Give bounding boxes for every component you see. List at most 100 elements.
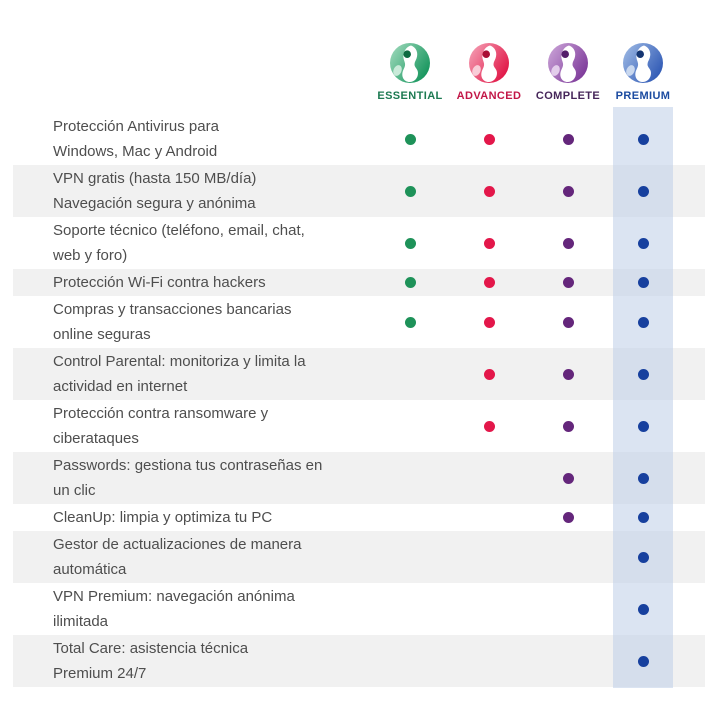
tier-name-essential: ESSENTIAL	[377, 90, 443, 102]
included-dot-complete	[562, 185, 574, 197]
table-row: Protección Antivirus para Windows, Mac y…	[13, 113, 705, 165]
feature-cell-premium	[603, 114, 683, 164]
feature-label: VPN gratis (hasta 150 MB/día) Navegación…	[53, 170, 257, 212]
included-dot-advanced	[483, 277, 495, 288]
feature-label: Compras y transacciones bancarias online…	[53, 301, 292, 343]
feature-cell-complete	[533, 453, 603, 503]
feature-cell-complete	[533, 636, 603, 686]
included-dot-advanced	[483, 420, 495, 432]
feature-label: Soporte técnico (teléfono, email, chat, …	[53, 222, 305, 264]
feature-cell-advanced	[445, 349, 533, 399]
table-row: VPN Premium: navegación anónima ilimitad…	[13, 583, 705, 635]
included-dot-essential	[404, 277, 416, 288]
feature-label: Protección Antivirus para Windows, Mac y…	[53, 118, 219, 160]
tier-header-essential: ESSENTIAL	[375, 42, 445, 102]
feature-rows: Protección Antivirus para Windows, Mac y…	[13, 113, 705, 687]
feature-cell-premium	[603, 453, 683, 503]
table-row: Total Care: asistencia técnica Premium 2…	[13, 635, 705, 687]
feature-cell-premium	[603, 532, 683, 582]
feature-label: Protección contra ransomware y ciberataq…	[53, 405, 269, 447]
feature-label: Protección Wi-Fi contra hackers	[53, 274, 266, 291]
feature-label: Control Parental: monitoriza y limita la…	[53, 353, 306, 395]
feature-cell-complete	[533, 505, 603, 530]
feature-cell-premium	[603, 636, 683, 686]
feature-cell-advanced	[445, 270, 533, 295]
included-dot-complete	[562, 237, 574, 249]
feature-label: Total Care: asistencia técnica Premium 2…	[53, 640, 249, 682]
tier-header-complete: COMPLETE	[533, 42, 603, 102]
included-dot-complete	[562, 277, 574, 288]
feature-cell-premium	[603, 505, 683, 530]
included-dot-advanced	[483, 368, 495, 380]
panda-logo-complete-icon	[546, 42, 590, 86]
included-dot-complete	[562, 420, 574, 432]
included-dot-premium	[637, 316, 649, 328]
included-dot-essential	[404, 237, 416, 249]
feature-label: Passwords: gestiona tus contraseñas en u…	[53, 457, 323, 499]
feature-cell-essential	[375, 349, 445, 399]
feature-cell-complete	[533, 532, 603, 582]
feature-cell-essential	[375, 270, 445, 295]
feature-cell-complete	[533, 401, 603, 451]
feature-cell-premium	[603, 270, 683, 295]
feature-cell-advanced	[445, 218, 533, 268]
feature-label: VPN Premium: navegación anónima ilimitad…	[53, 588, 295, 630]
included-dot-premium	[637, 655, 649, 667]
feature-cell-advanced	[445, 636, 533, 686]
table-row: Gestor de actualizaciones de manera auto…	[13, 531, 705, 583]
feature-cell-complete	[533, 114, 603, 164]
feature-cell-complete	[533, 218, 603, 268]
included-dot-premium	[637, 551, 649, 563]
tier-header-premium: PREMIUM	[603, 42, 683, 102]
feature-cell-advanced	[445, 114, 533, 164]
included-dot-complete	[562, 512, 574, 523]
included-dot-premium	[637, 472, 649, 484]
included-dot-premium	[637, 603, 649, 615]
feature-cell-advanced	[445, 166, 533, 216]
feature-cell-essential	[375, 636, 445, 686]
feature-cell-essential	[375, 401, 445, 451]
included-dot-premium	[637, 277, 649, 288]
included-dot-premium	[637, 237, 649, 249]
included-dot-complete	[562, 368, 574, 380]
table-row: Protección Wi-Fi contra hackers	[13, 269, 705, 296]
included-dot-advanced	[483, 185, 495, 197]
feature-cell-essential	[375, 114, 445, 164]
feature-cell-essential	[375, 453, 445, 503]
included-dot-premium	[637, 133, 649, 145]
tier-name-advanced: ADVANCED	[456, 90, 522, 102]
feature-cell-advanced	[445, 505, 533, 530]
panda-logo-premium-icon	[621, 42, 665, 86]
feature-cell-essential	[375, 532, 445, 582]
included-dot-premium	[637, 185, 649, 197]
feature-cell-complete	[533, 349, 603, 399]
feature-cell-premium	[603, 297, 683, 347]
included-dot-premium	[637, 368, 649, 380]
table-row: Control Parental: monitoriza y limita la…	[13, 348, 705, 400]
included-dot-essential	[404, 133, 416, 145]
feature-cell-advanced	[445, 532, 533, 582]
table-row: VPN gratis (hasta 150 MB/día) Navegación…	[13, 165, 705, 217]
table-row: Soporte técnico (teléfono, email, chat, …	[13, 217, 705, 269]
tier-name-complete: COMPLETE	[535, 90, 601, 102]
included-dot-advanced	[483, 133, 495, 145]
feature-cell-essential	[375, 505, 445, 530]
included-dot-complete	[562, 316, 574, 328]
feature-cell-advanced	[445, 401, 533, 451]
feature-cell-premium	[603, 584, 683, 634]
feature-cell-essential	[375, 218, 445, 268]
included-dot-complete	[562, 472, 574, 484]
plans-header: ESSENTIAL ADVANCED COMPLETE PREMIUM	[13, 36, 705, 102]
table-row: Compras y transacciones bancarias online…	[13, 296, 705, 348]
feature-cell-advanced	[445, 297, 533, 347]
panda-logo-advanced-icon	[467, 42, 511, 86]
feature-cell-essential	[375, 584, 445, 634]
included-dot-complete	[562, 133, 574, 145]
table-row: CleanUp: limpia y optimiza tu PC	[13, 504, 705, 531]
feature-cell-premium	[603, 166, 683, 216]
feature-cell-advanced	[445, 453, 533, 503]
included-dot-advanced	[483, 316, 495, 328]
included-dot-advanced	[483, 237, 495, 249]
included-dot-essential	[404, 316, 416, 328]
